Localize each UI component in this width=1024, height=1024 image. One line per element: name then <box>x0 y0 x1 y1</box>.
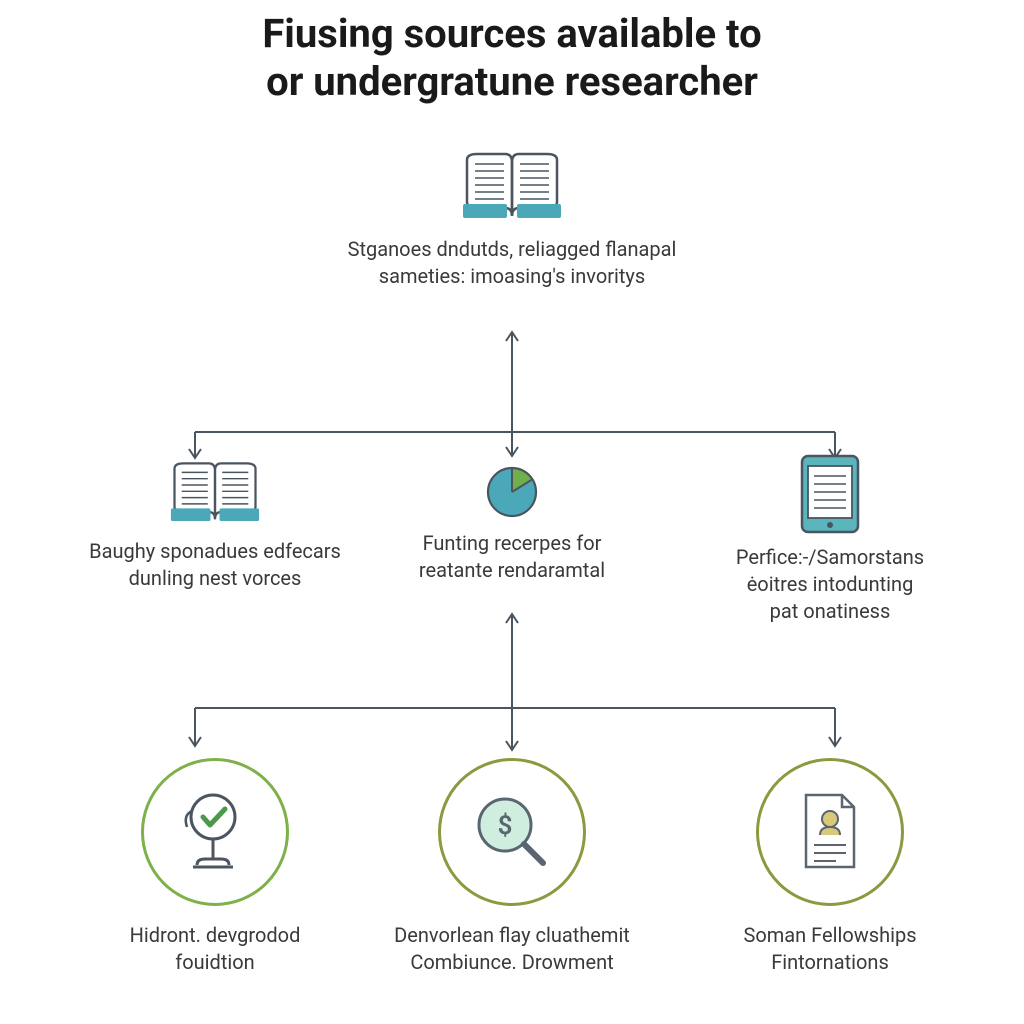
node-bot-left-text: Hidront. devgrodod fouidtion <box>130 922 301 976</box>
document-icon <box>792 787 868 877</box>
ring-icon <box>141 758 289 906</box>
node-bot-left: Hidront. devgrodod fouidtion <box>65 758 365 976</box>
pie-chart-icon <box>482 462 542 522</box>
node-bot-center-text: Denvorlean flay cluathemit Combiunce. Dr… <box>394 922 630 976</box>
book-icon <box>165 458 265 530</box>
svg-text:$: $ <box>498 811 513 841</box>
tablet-icon <box>794 452 866 536</box>
node-mid-center-text: Funting recerpes for reatante rendaramta… <box>419 530 605 584</box>
book-icon <box>457 148 567 228</box>
node-bot-center: $ Denvorlean flay cluathemit Combiunce. … <box>352 758 672 976</box>
node-mid-center: Funting recerpes for reatante rendaramta… <box>362 462 662 584</box>
ring-icon: $ <box>438 758 586 906</box>
node-mid-left: Baughy sponadues edfecars dunling nest v… <box>55 458 375 592</box>
node-bot-right: Soman Fellowships Fintornations <box>680 758 980 976</box>
node-bot-right-text: Soman Fellowships Fintornations <box>743 922 916 976</box>
node-top-text: Stganoes dndutds, reliagged flanapal sam… <box>348 236 677 290</box>
node-top: Stganoes dndutds, reliagged flanapal sam… <box>302 148 722 290</box>
node-mid-left-text: Baughy sponadues edfecars dunling nest v… <box>89 538 341 592</box>
trophy-check-icon <box>175 787 255 877</box>
ring-icon <box>756 758 904 906</box>
magnifier-dollar-icon: $ <box>467 787 557 877</box>
node-mid-right: Perfice:-/Samorstans ėoitres intodunting… <box>680 452 980 625</box>
node-mid-right-text: Perfice:-/Samorstans ėoitres intodunting… <box>736 544 924 625</box>
